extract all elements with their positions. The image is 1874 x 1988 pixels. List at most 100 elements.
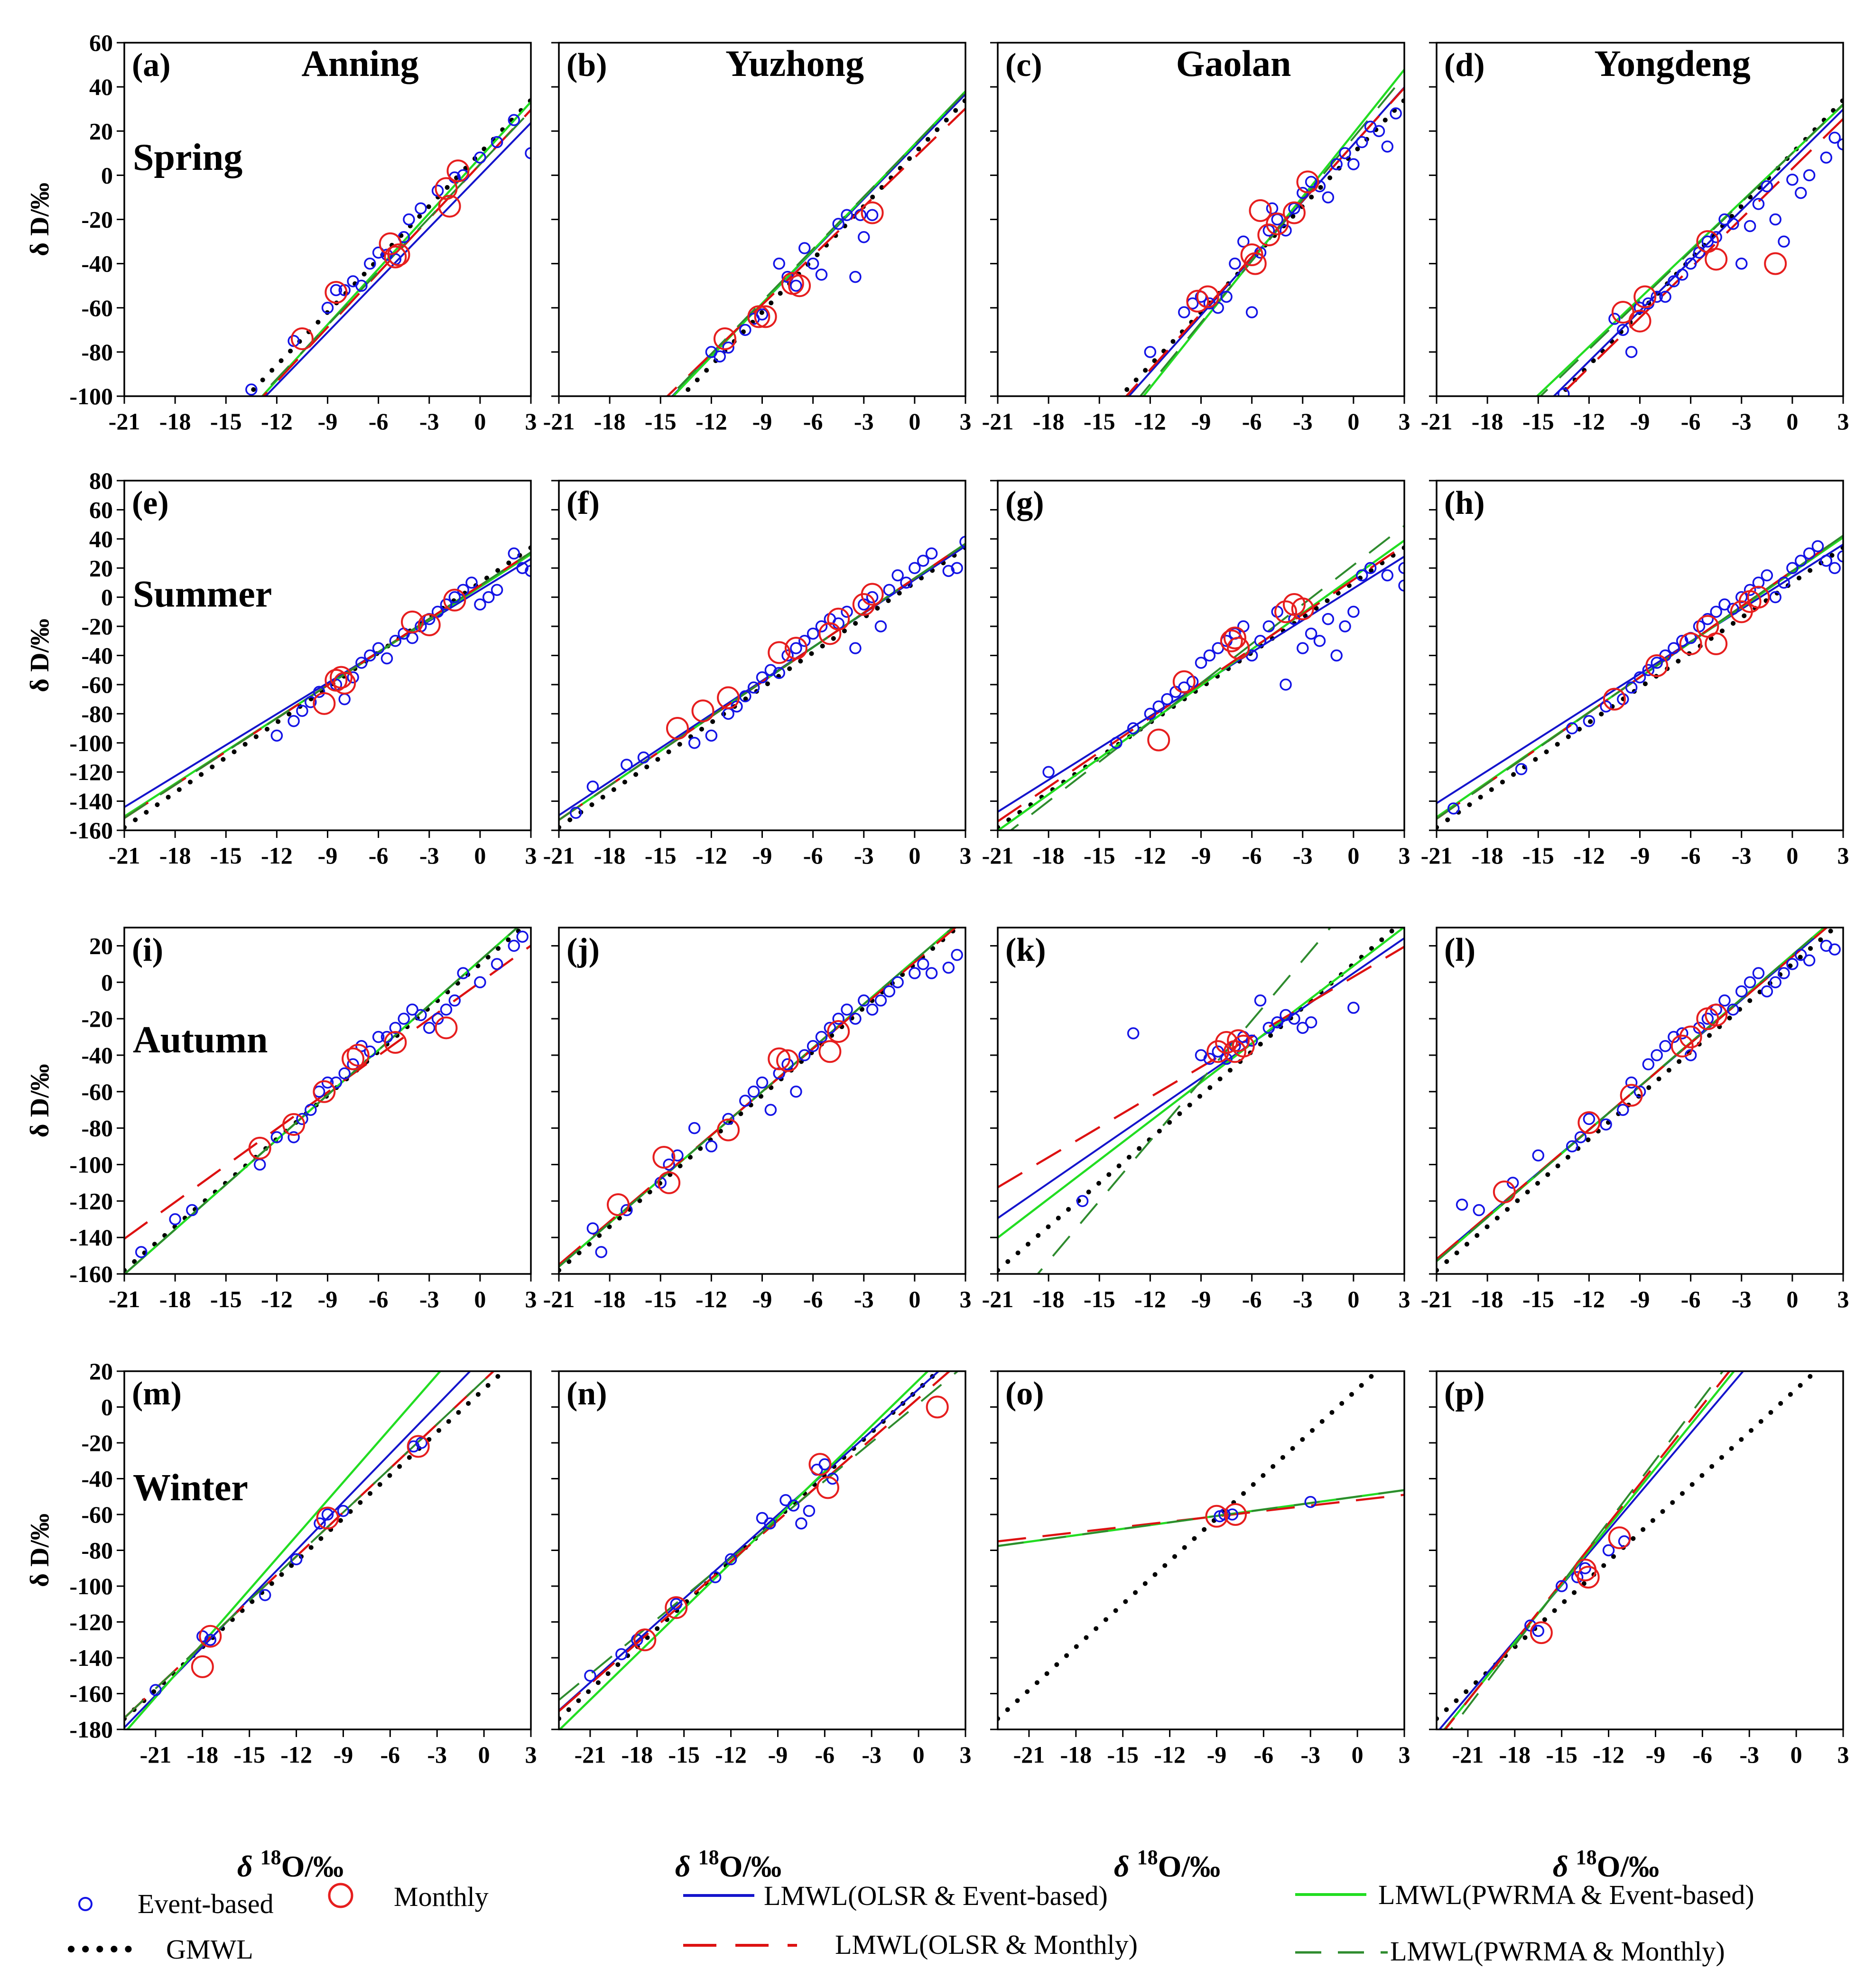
data-points [705,201,884,362]
monthly-point [446,159,470,183]
monthly-point [1670,1034,1694,1058]
event-point [1571,1571,1584,1583]
event-point [1659,1040,1671,1052]
event-point [1837,138,1843,150]
pwrma-event-line [1142,69,1404,396]
monthly-point [691,699,714,723]
panel-l: -21-18-15-12-9-6-303-160-140-120-100-80-… [1421,927,1849,1312]
event-point [1271,213,1283,226]
event-point [1676,269,1688,281]
monthly-point [633,1628,657,1652]
monthly-point [1577,1566,1600,1589]
event-point [1288,1013,1300,1025]
event-point [204,1634,217,1646]
y-tick-label: -20 [81,613,113,640]
x-tick-label: -6 [1242,408,1262,435]
monthly-point [808,1453,832,1476]
x-tick-label: -12 [1573,842,1605,869]
event-point [1633,1086,1646,1098]
event-point [296,705,308,717]
x-tick-label: -18 [594,1286,626,1312]
monthly-point [316,1506,339,1530]
y-tick-label: -20 [81,1005,113,1032]
event-point [296,1113,308,1125]
monthly-point [776,1049,799,1072]
olsr-monthly-line [1558,118,1843,396]
monthly-point [1620,1084,1643,1107]
y-tick-label: -100 [69,1573,113,1599]
monthly-point [1249,199,1272,222]
data-points [1144,107,1402,358]
monthly-point [768,641,791,664]
monthly-point [290,327,314,350]
x-tick-label: -18 [186,1741,218,1768]
monthly-point [1266,212,1289,235]
panel-b: -21-18-15-12-9-6-303-100-80-60-40-200204… [543,42,972,435]
olsr-monthly-line [666,108,965,396]
pwrma-monthly-line [124,551,531,819]
gmwl-line [1117,98,1404,396]
panel-p: -21-18-15-12-9-6-303-180-160-140-120-100… [1429,1370,1849,1768]
event-point [1305,1016,1317,1029]
y-tick-label: -120 [69,759,113,785]
x-tick-label: -6 [1681,842,1701,869]
event-point [764,1104,777,1116]
event-point [1701,613,1714,625]
event-point [1532,1149,1544,1162]
event-point [1769,591,1781,604]
x-tick-label: 3 [525,1286,537,1312]
regression-lines [1117,69,1404,396]
y-tick-label: -80 [81,339,113,365]
x-tick-label: -9 [752,1286,772,1312]
event-point [1625,346,1638,358]
monthly-point [717,686,740,709]
y-tick-label: -60 [81,1501,113,1528]
event-point [841,209,853,221]
event-point [355,657,368,669]
event-point [1220,290,1233,303]
event-point [1778,235,1790,248]
event-point [1820,151,1833,164]
event-point [1161,693,1173,706]
x-tick-label: -6 [1254,1741,1274,1768]
event-point [1769,213,1781,226]
event-point [508,939,520,952]
event-point [1761,985,1773,998]
x-tick-label: -15 [1522,842,1554,869]
x-tick-label: -18 [594,842,626,869]
pwrma-monthly-line [1009,525,1404,830]
x-tick-label: -9 [334,1741,353,1768]
x-tick-label: -15 [210,842,242,869]
event-point [798,1049,811,1061]
x-tick-label: -21 [140,1741,172,1768]
x-tick-label: -15 [233,1741,265,1768]
legend-gmwl-label: GMWL [166,1934,253,1965]
event-point [764,1517,776,1530]
event-point [942,961,955,974]
event-point [149,1684,162,1696]
event-point [803,1505,816,1517]
x-tick-label: 3 [1837,1741,1849,1768]
pwrma-monthly-line [1139,75,1404,396]
event-point [621,759,633,771]
monthly-point [1147,728,1170,752]
event-point [1364,562,1377,574]
monthly-point [248,1136,271,1160]
event-point [688,737,701,749]
x-tick-label: 3 [1399,1286,1410,1312]
panel-c: -21-18-15-12-9-6-303-100-80-60-40-200204… [982,42,1410,435]
x-tick-label: -12 [261,842,293,869]
event-point [313,1086,325,1098]
event-point [440,598,453,611]
event-point [1339,620,1351,632]
event-point [832,218,844,230]
event-point [440,1003,453,1016]
event-point [1744,220,1756,232]
monthly-point [1608,1526,1631,1550]
monthly-point [1530,1621,1553,1644]
x-tick-label: -9 [752,408,772,435]
event-point [380,652,393,665]
event-point [849,1013,862,1025]
event-point [807,1040,819,1052]
monthly-point [401,610,424,633]
